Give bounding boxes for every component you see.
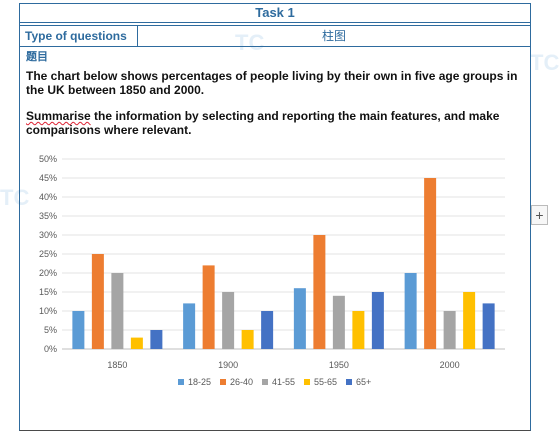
bar-41-55-1950 [332,295,345,349]
instruction-rest: the information by selecting and reporti… [26,109,500,137]
task-title: Task 1 [20,3,530,23]
legend-swatch [346,379,352,385]
bar-18-25-1950 [293,288,306,349]
legend-label: 65+ [356,377,371,387]
legend-swatch [178,379,184,385]
bar-41-55-1900 [222,292,235,349]
legend-swatch [262,379,268,385]
bar-26-40-1850 [91,254,104,349]
bar-41-55-1850 [111,273,124,349]
bar-65+-1850 [150,330,163,349]
legend-label: 18-25 [188,377,211,387]
y-tick-label: 45% [39,173,57,183]
y-tick-label: 15% [39,287,57,297]
question-type-label: Type of questions [20,26,138,46]
bar-55-65-2000 [463,292,476,349]
y-tick-label: 0% [44,344,57,354]
y-tick-label: 35% [39,211,57,221]
watermark-logo: TC [530,50,560,75]
watermark-logo: TC [0,185,30,210]
y-tick-label: 30% [39,230,57,240]
x-tick-label: 1900 [218,360,238,370]
x-tick-label: 2000 [440,360,460,370]
y-tick-label: 50% [39,154,57,164]
bar-65+-1900 [261,311,274,349]
bar-26-40-2000 [424,178,437,349]
y-tick-label: 25% [39,249,57,259]
document-page: Task 1 Type of questions 柱图 题目 The chart… [19,3,531,431]
legend-label: 26-40 [230,377,253,387]
bar-55-65-1850 [130,337,143,349]
bar-65+-2000 [482,303,495,349]
legend-label: 55-65 [314,377,337,387]
question-instruction: Summarise the information by selecting a… [26,109,526,137]
bar-65+-1950 [371,292,384,349]
y-tick-label: 40% [39,192,57,202]
bar-18-25-2000 [404,273,417,349]
legend-swatch [304,379,310,385]
add-button[interactable]: + [531,205,548,225]
y-tick-label: 10% [39,306,57,316]
y-tick-label: 5% [44,325,57,335]
legend-label: 41-55 [272,377,295,387]
legend-swatch [220,379,226,385]
question-type-value: 柱图 [321,29,346,43]
bar-41-55-2000 [443,311,456,349]
bar-18-25-1900 [183,303,196,349]
instruction-first-word: Summarise [26,109,91,123]
bar-55-65-1900 [241,330,254,349]
question-prompt: The chart below shows percentages of peo… [26,69,518,97]
y-tick-label: 20% [39,268,57,278]
question-type-row: Type of questions 柱图 [20,25,530,47]
bar-26-40-1900 [202,265,215,349]
question-label: 题目 [26,51,48,63]
bar-18-25-1850 [72,311,85,349]
x-tick-label: 1850 [107,360,127,370]
watermark-logo: TC [235,30,265,55]
x-tick-label: 1950 [329,360,349,370]
bar-55-65-1950 [352,311,365,349]
bar-26-40-1950 [313,235,326,349]
